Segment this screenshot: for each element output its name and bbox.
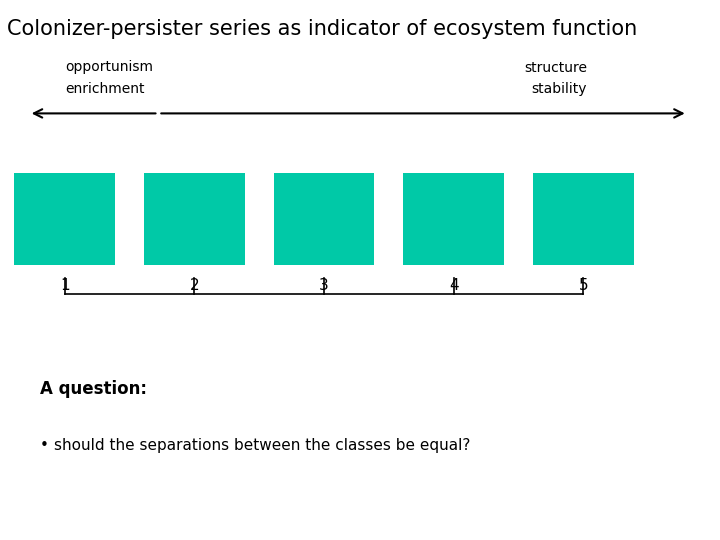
Text: 5: 5 [578, 278, 588, 293]
Text: structure: structure [523, 60, 587, 75]
Bar [14, 173, 115, 265]
Bar [274, 173, 374, 265]
Text: 1: 1 [60, 278, 70, 293]
Bar [533, 173, 634, 265]
Text: A question:: A question: [40, 380, 147, 398]
Text: Colonizer-persister series as indicator of ecosystem function: Colonizer-persister series as indicator … [7, 19, 637, 39]
Text: •: • [40, 438, 48, 453]
Text: stability: stability [531, 82, 587, 96]
Text: 2: 2 [189, 278, 199, 293]
Bar [144, 173, 245, 265]
Text: opportunism: opportunism [65, 60, 153, 75]
Text: enrichment: enrichment [65, 82, 144, 96]
Text: 3: 3 [319, 278, 329, 293]
Bar [403, 173, 504, 265]
Text: should the separations between the classes be equal?: should the separations between the class… [54, 438, 470, 453]
Text: 4: 4 [449, 278, 459, 293]
